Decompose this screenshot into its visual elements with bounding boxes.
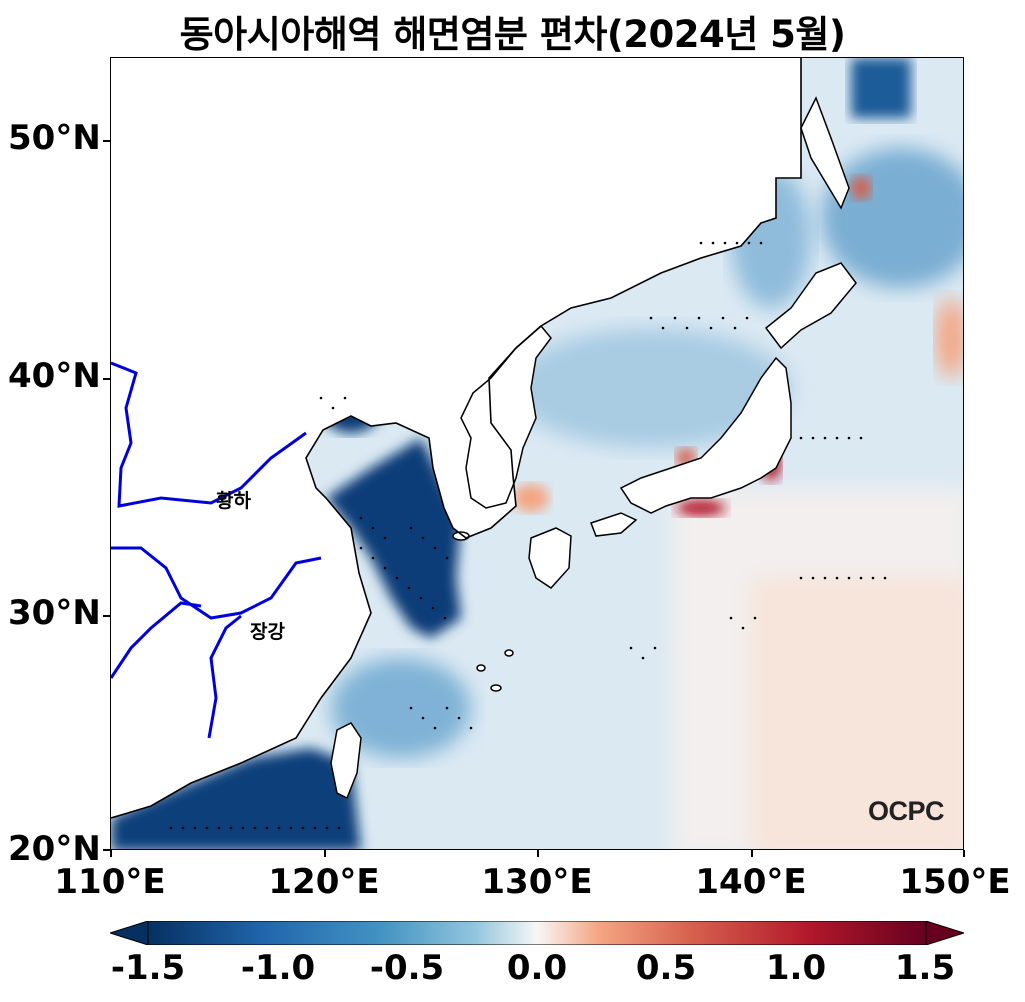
cb-tick: 1.0: [765, 948, 827, 988]
cb-tick: 0.5: [635, 948, 697, 988]
ocpc-logo: OCPC: [868, 796, 945, 826]
significance-dots: [169, 241, 887, 830]
x-tick-120e: 120°E: [268, 862, 380, 902]
yellow-river-label: 황하: [216, 490, 251, 512]
rivers: [111, 361, 322, 739]
x-tick-mark: [537, 850, 539, 857]
y-tick-mark: [103, 140, 110, 142]
cb-tick: -1.0: [240, 948, 316, 988]
cb-tick: -0.5: [369, 948, 445, 988]
y-tick-40n: 40°N: [8, 356, 101, 396]
x-tick-140e: 140°E: [695, 862, 807, 902]
cb-tick: -1.5: [110, 948, 186, 988]
y-tick-20n: 20°N: [8, 829, 101, 869]
y-tick-mark: [103, 378, 110, 380]
coastlines: [330, 96, 857, 800]
y-tick-mark: [103, 615, 110, 617]
map-title: 동아시아해역 해면염분 편차(2024년 5월): [179, 13, 846, 56]
cb-tick: 1.5: [894, 948, 956, 988]
x-tick-130e: 130°E: [481, 862, 593, 902]
cb-tick: 0.0: [506, 948, 568, 988]
yangtze-river-label: 장강: [250, 621, 285, 643]
x-tick-mark: [751, 850, 753, 857]
mainland-coastline: [111, 58, 802, 819]
x-tick-mark: [324, 850, 326, 857]
colorbar: [110, 921, 964, 945]
x-tick-150e: 150°E: [899, 862, 1011, 902]
x-tick-110e: 110°E: [54, 862, 166, 902]
x-tick-mark: [110, 850, 112, 857]
y-tick-50n: 50°N: [8, 118, 101, 158]
map-panel: [110, 57, 964, 850]
y-tick-30n: 30°N: [8, 593, 101, 633]
y-tick-mark: [103, 849, 110, 851]
salinity-anomaly-map: [111, 58, 963, 849]
x-tick-mark: [963, 850, 965, 857]
